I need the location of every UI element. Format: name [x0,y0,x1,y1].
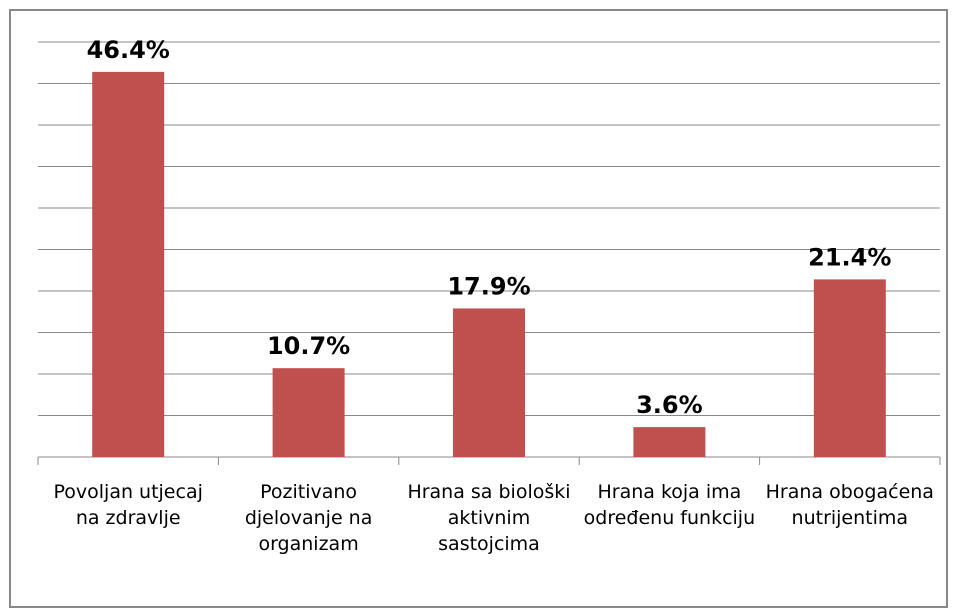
x-tick-label: Hrana sa biološki aktivnim sastojcima [407,481,571,555]
x-tick-label: Povoljan utjecaj na zdravlje [53,481,203,529]
bar [272,368,345,457]
value-label: 17.9% [447,272,530,300]
bar [813,279,886,457]
value-label: 10.7% [267,332,350,360]
bar [92,71,165,457]
bar [453,308,525,457]
x-tick-label: Hrana obogaćena nutrijentima [765,481,934,529]
value-label: 46.4% [87,36,170,64]
x-tick-label: Hrana koja ima određenu funkciju [583,481,756,529]
bar [633,427,706,457]
x-tick-label: Pozitivano djelovanje na organizam [244,481,373,555]
value-label: 21.4% [808,243,891,271]
value-label: 3.6% [636,391,703,419]
